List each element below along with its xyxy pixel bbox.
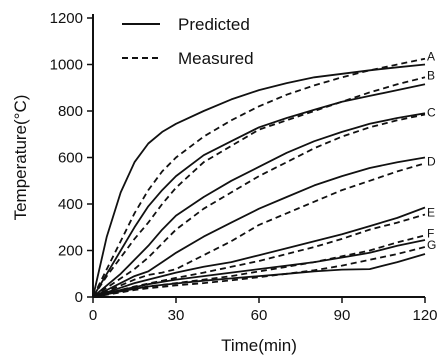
curve-label-g: G: [427, 238, 436, 252]
y-tick-label-0: 0: [75, 289, 83, 306]
legend: Predicted Measured: [122, 15, 254, 68]
series-line-c-solid: [92, 112, 426, 298]
y-axis-label: Temperature(°C): [11, 95, 30, 221]
y-tick-label-400: 400: [58, 196, 83, 213]
curve-label-f: F: [427, 226, 434, 240]
legend-label-predicted: Predicted: [178, 15, 250, 34]
series-line-g-solid: [92, 253, 426, 298]
x-tick-label-120: 120: [412, 307, 437, 324]
series-line-e-solid: [92, 206, 426, 298]
axes: 0 200 400 600 800 1000 1200 0 30 60 90 120 Time(min)…: [11, 10, 438, 355]
x-tick-label-0: 0: [89, 307, 97, 324]
x-tick-label-30: 30: [168, 307, 185, 324]
series-line-a-dashed: [92, 57, 426, 298]
x-axis-label: Time(min): [221, 336, 297, 355]
curve-label-c: C: [427, 105, 436, 119]
series-line-g-dashed: [92, 246, 426, 298]
y-tick-label-1000: 1000: [50, 57, 83, 74]
x-tick-label-90: 90: [334, 307, 351, 324]
y-tick-label-800: 800: [58, 103, 83, 120]
series-line-b-solid: [92, 83, 426, 298]
curve-label-b: B: [427, 68, 435, 82]
series-line-b-dashed: [92, 76, 426, 298]
labels-layer: AB C D EFG: [427, 50, 436, 252]
curve-label-a: A: [427, 50, 435, 64]
y-tick-label-200: 200: [58, 243, 83, 260]
series-line-d-solid: [92, 156, 426, 298]
series-line-f-solid: [92, 239, 426, 298]
y-tick-label-1200: 1200: [50, 10, 83, 27]
series-line-d-dashed: [92, 162, 426, 298]
series-line-c-dashed: [92, 113, 426, 298]
series-layer: [92, 57, 426, 298]
curve-label-e: E: [427, 205, 435, 219]
y-tick-label-600: 600: [58, 150, 83, 167]
x-tick-label-60: 60: [251, 307, 268, 324]
legend-label-measured: Measured: [178, 49, 254, 68]
curve-label-d: D: [427, 154, 436, 168]
series-line-a-solid: [92, 63, 426, 298]
